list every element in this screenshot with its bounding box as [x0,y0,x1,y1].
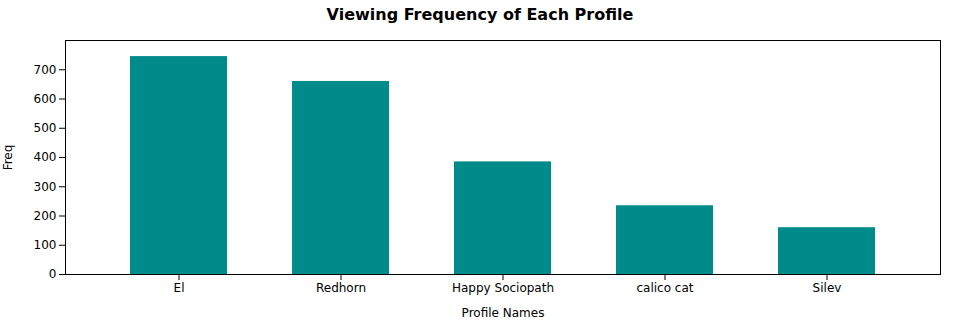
svg-text:600: 600 [34,92,57,106]
svg-text:0: 0 [49,267,57,281]
svg-text:Happy Sociopath: Happy Sociopath [452,281,554,295]
svg-text:100: 100 [34,238,57,252]
svg-text:Freq: Freq [1,145,15,171]
svg-text:300: 300 [34,180,57,194]
svg-text:700: 700 [34,63,57,77]
svg-text:calico cat: calico cat [636,281,693,295]
svg-text:Redhorn: Redhorn [316,281,366,295]
svg-text:400: 400 [34,150,57,164]
svg-text:200: 200 [34,209,57,223]
html-text:Viewing Frequency of Each Prof: Viewing Frequency of Each Profile [326,5,634,24]
svg-text:Profile Names: Profile Names [462,306,545,320]
svg-text:Silev: Silev [813,281,842,295]
svg-text:El: El [174,281,185,295]
svg-text:500: 500 [34,121,57,135]
